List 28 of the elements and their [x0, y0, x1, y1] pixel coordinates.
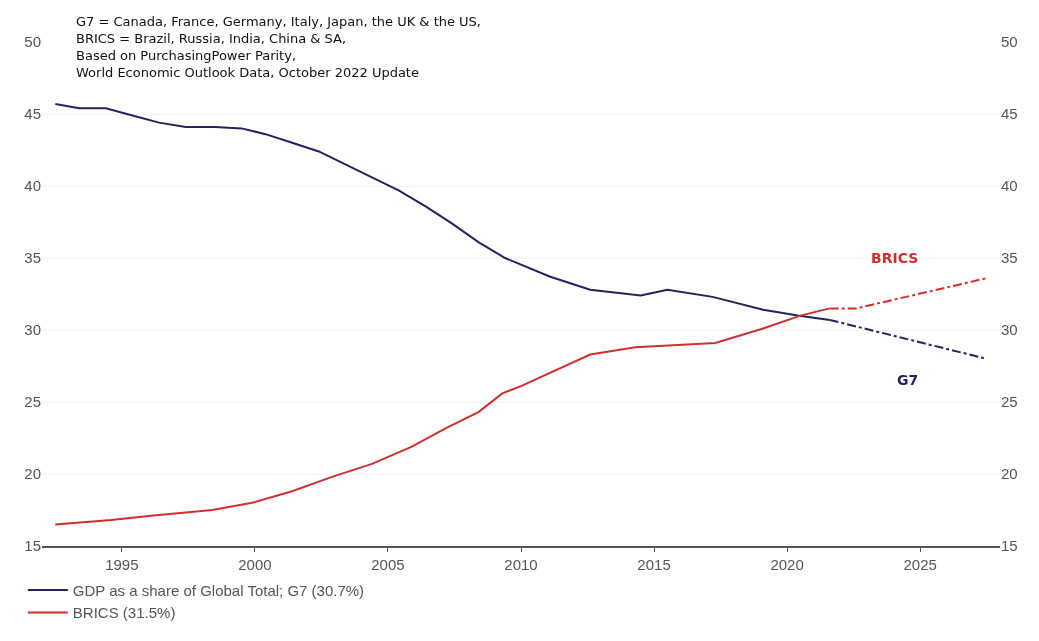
y2-tick-label: 15 [1001, 537, 1018, 555]
y-tick-label: 20 [24, 465, 41, 483]
y-tick-label: 45 [24, 105, 41, 123]
y-tick-label: 40 [24, 177, 41, 195]
y-tick-label: 25 [24, 393, 41, 411]
x-tick-label: 2025 [903, 555, 937, 573]
x-tick-label: 2015 [637, 555, 671, 573]
y-tick-label: 50 [24, 33, 41, 51]
y2-tick-label: 25 [1001, 393, 1018, 411]
y2-tick-label: 30 [1001, 321, 1018, 339]
chart-title: G7 = Canada, France, Germany, Italy, Japan, the UK & the US, BRICS = Brazil, Russia, India, China & SA, Based on PurchasingPower Parity, World Economic Outlook Data, October 2022 Update [76, 14, 482, 80]
x-tick-label: 1995 [105, 555, 139, 573]
y2-tick-label: 40 [1001, 177, 1018, 195]
y-tick-label: 15 [24, 537, 41, 555]
y2-tick-label: 20 [1001, 465, 1018, 483]
x-tick-label: 2010 [504, 555, 538, 573]
annotation: BRICS [871, 250, 919, 266]
legend-label: BRICS (31.5%) [72, 604, 176, 622]
annotation: G7 [897, 372, 919, 388]
y2-tick-label: 50 [1001, 33, 1018, 51]
y2-tick-label: 35 [1001, 249, 1018, 267]
y2-tick-label: 45 [1001, 105, 1018, 123]
legend-label: GDP as a share of Global Total; G7 (30.7%) [72, 581, 365, 599]
x-tick-label: 2020 [770, 555, 804, 573]
y-tick-label: 30 [24, 321, 41, 339]
x-tick-label: 2000 [238, 555, 272, 573]
x-tick-label: 2005 [371, 555, 405, 573]
y-tick-label: 35 [24, 249, 41, 267]
